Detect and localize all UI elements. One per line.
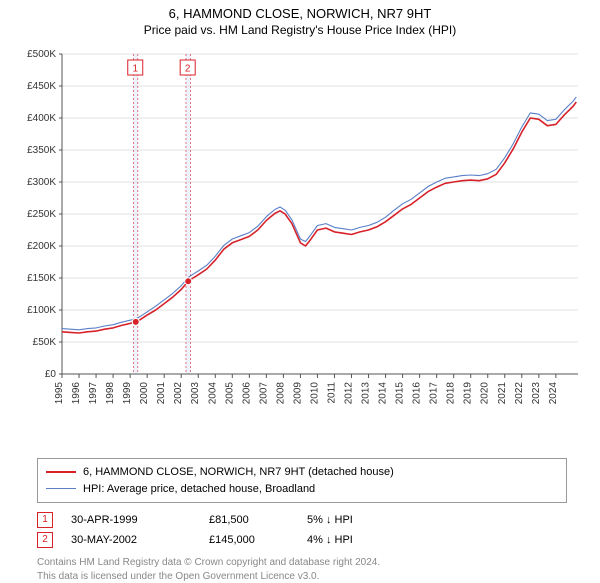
svg-text:2017: 2017 (429, 382, 440, 405)
svg-text:2012: 2012 (344, 382, 355, 405)
svg-text:2020: 2020 (480, 382, 491, 405)
svg-text:2021: 2021 (497, 382, 508, 405)
legend-swatch-hpi (46, 488, 76, 489)
svg-text:£450K: £450K (27, 81, 56, 92)
legend-item-hpi: HPI: Average price, detached house, Broa… (46, 481, 558, 498)
svg-text:2014: 2014 (378, 382, 389, 405)
svg-text:£250K: £250K (27, 209, 56, 220)
svg-text:£300K: £300K (27, 177, 56, 188)
legend-and-footer: 6, HAMMOND CLOSE, NORWICH, NR7 9HT (deta… (37, 458, 567, 583)
footer-line-2: This data is licensed under the Open Gov… (37, 570, 567, 583)
chart-plot: £0 £50K £100K £150K £200K £250K £300K £350K £400… (12, 44, 588, 414)
svg-text:£50K: £50K (33, 337, 57, 348)
legend-swatch-property (46, 471, 76, 473)
legend-item-property: 6, HAMMOND CLOSE, NORWICH, NR7 9HT (deta… (46, 464, 558, 481)
svg-text:1: 1 (132, 64, 138, 75)
svg-text:2001: 2001 (156, 382, 167, 405)
svg-text:£350K: £350K (27, 145, 56, 156)
transaction-marker-icon: 2 (37, 532, 53, 548)
svg-text:2002: 2002 (173, 382, 184, 405)
footer-line-1: Contains HM Land Registry data © Crown c… (37, 556, 567, 570)
chart-container: 6, HAMMOND CLOSE, NORWICH, NR7 9HT Price… (0, 0, 600, 560)
line-chart-svg: £0 £50K £100K £150K £200K £250K £300K £350K £400… (12, 44, 588, 414)
svg-text:1998: 1998 (105, 382, 116, 405)
svg-text:2009: 2009 (292, 382, 303, 405)
legend-label-property: 6, HAMMOND CLOSE, NORWICH, NR7 9HT (deta… (83, 464, 394, 481)
transaction-price: £145,000 (209, 534, 289, 546)
svg-text:2: 2 (185, 64, 191, 75)
legend-box: 6, HAMMOND CLOSE, NORWICH, NR7 9HT (deta… (37, 458, 567, 503)
transaction-row: 1 30-APR-1999 £81,500 5% ↓ HPI (37, 510, 567, 530)
chart-title: 6, HAMMOND CLOSE, NORWICH, NR7 9HT (0, 0, 600, 21)
svg-text:1995: 1995 (54, 382, 65, 405)
svg-text:2011: 2011 (326, 382, 337, 404)
svg-text:£0: £0 (45, 369, 57, 380)
transaction-date: 30-APR-1999 (71, 514, 191, 526)
svg-text:1999: 1999 (122, 382, 133, 405)
svg-text:2008: 2008 (275, 382, 286, 405)
transaction-row: 2 30-MAY-2002 £145,000 4% ↓ HPI (37, 530, 567, 550)
svg-text:£500K: £500K (27, 49, 56, 60)
svg-text:2006: 2006 (241, 382, 252, 405)
svg-text:2024: 2024 (548, 382, 559, 405)
transaction-diff: 4% ↓ HPI (307, 534, 407, 546)
svg-text:2023: 2023 (531, 382, 542, 405)
svg-text:2022: 2022 (514, 382, 525, 405)
transactions-table: 1 30-APR-1999 £81,500 5% ↓ HPI 2 30-MAY-… (37, 510, 567, 550)
svg-text:2013: 2013 (361, 382, 372, 405)
svg-text:2015: 2015 (395, 382, 406, 405)
svg-text:2016: 2016 (412, 382, 423, 405)
svg-text:2018: 2018 (446, 382, 457, 405)
svg-text:£200K: £200K (27, 241, 56, 252)
svg-text:2005: 2005 (224, 382, 235, 405)
attribution-footer: Contains HM Land Registry data © Crown c… (37, 556, 567, 583)
svg-text:£400K: £400K (27, 113, 56, 124)
legend-label-hpi: HPI: Average price, detached house, Broa… (83, 481, 315, 498)
transaction-date: 30-MAY-2002 (71, 534, 191, 546)
svg-text:2003: 2003 (190, 382, 201, 405)
transaction-marker-icon: 1 (37, 512, 53, 528)
svg-text:£100K: £100K (27, 305, 56, 316)
transaction-diff: 5% ↓ HPI (307, 514, 407, 526)
svg-text:£150K: £150K (27, 273, 56, 284)
svg-text:2000: 2000 (139, 382, 150, 405)
chart-subtitle: Price paid vs. HM Land Registry's House … (0, 21, 600, 41)
svg-text:2007: 2007 (258, 382, 269, 405)
svg-text:2010: 2010 (309, 382, 320, 405)
svg-text:1997: 1997 (88, 382, 99, 405)
svg-text:2004: 2004 (207, 382, 218, 405)
transaction-price: £81,500 (209, 514, 289, 526)
svg-text:1996: 1996 (71, 382, 82, 405)
svg-text:2019: 2019 (463, 382, 474, 405)
